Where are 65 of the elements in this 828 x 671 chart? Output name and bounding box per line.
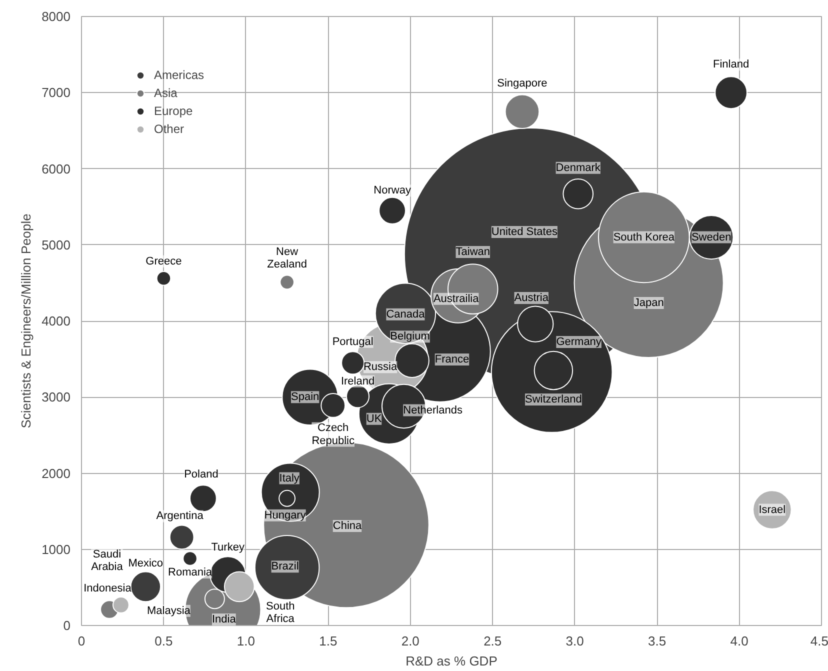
y-axis-title: Scientists & Engineers/Million People [18, 214, 34, 428]
x-tick-label: 0.5 [154, 634, 173, 648]
legend-label: Europe [154, 104, 193, 118]
annotation: Greece [146, 255, 182, 268]
annotation: Turkey [211, 541, 245, 554]
annotation: Singapore [497, 78, 548, 90]
annotation: Saudi Arabia [91, 548, 124, 574]
y-tick-label: 0 [63, 618, 71, 633]
annotation: Sweden [691, 231, 732, 244]
y-tick-label: 2000 [42, 466, 70, 481]
annotation: Germany [556, 336, 602, 348]
x-tick-label: 1.0 [236, 634, 255, 648]
annotation: Brazil [271, 560, 299, 573]
annotation: Austria [514, 292, 550, 304]
annotation: Finland [713, 58, 750, 71]
annotation: Malaysia [147, 604, 192, 617]
x-tick-label: 3.5 [648, 634, 666, 648]
annotation: Russia [363, 361, 398, 374]
annotation: Poland [184, 468, 218, 480]
x-tick-label: 1.5 [319, 634, 338, 648]
annotation: Japan [634, 296, 664, 309]
y-tick-label: 6000 [42, 161, 70, 176]
x-tick-label: 0 [78, 634, 86, 648]
annotation: United States [491, 226, 558, 238]
y-tick-label: 5000 [42, 237, 70, 252]
x-tick-label: 2.0 [401, 634, 420, 648]
annotation: Hungary [264, 509, 306, 522]
annotation: Israel [758, 504, 786, 516]
y-tick-label: 4000 [42, 314, 70, 328]
annotation: New Zealand [267, 246, 307, 270]
annotation: Canada [386, 308, 426, 320]
annotation: South Africa [266, 600, 296, 625]
annotation: Italy [279, 472, 300, 484]
annotation: Norway [374, 184, 412, 197]
x-tick-label: 4.0 [730, 634, 748, 648]
annotation: Czech Republic [312, 422, 355, 447]
annotation: Denmark [556, 162, 601, 174]
annotation: China [332, 520, 363, 532]
annotation: Taiwan [456, 246, 490, 258]
annotation: Ireland [340, 375, 375, 388]
annotation: Belgium [390, 330, 430, 343]
annotation: India [212, 614, 237, 626]
x-tick-label: 4.5 [810, 634, 828, 648]
legend-label: Other [154, 122, 184, 136]
x-tick-label: 3.0 [566, 634, 584, 648]
x-axis-title: R&D as % GDP [406, 654, 498, 668]
annotation: Austrailia [433, 292, 480, 305]
annotation: Spain [291, 391, 320, 404]
annotation: Argentina [156, 510, 204, 522]
y-tick-label: 1000 [42, 542, 70, 557]
annotation: Netherlands [403, 404, 463, 416]
y-tick-label: 3000 [42, 390, 70, 405]
annotation: France [434, 353, 470, 366]
annotation: Switzerland [525, 393, 582, 406]
y-tick-label: 8000 [42, 9, 70, 24]
annotation: UK [366, 412, 382, 425]
legend-label: Americas [154, 68, 204, 82]
annotation: Romania [168, 566, 213, 579]
annotation: Portugal [332, 336, 374, 348]
annotation: Mexico [128, 558, 164, 570]
annotation: South Korea [613, 231, 676, 244]
y-tick-label: 7000 [42, 85, 70, 100]
x-tick-label: 2.5 [484, 634, 502, 648]
annotation: Indonesia [84, 582, 132, 595]
legend-label: Asia [154, 86, 178, 100]
